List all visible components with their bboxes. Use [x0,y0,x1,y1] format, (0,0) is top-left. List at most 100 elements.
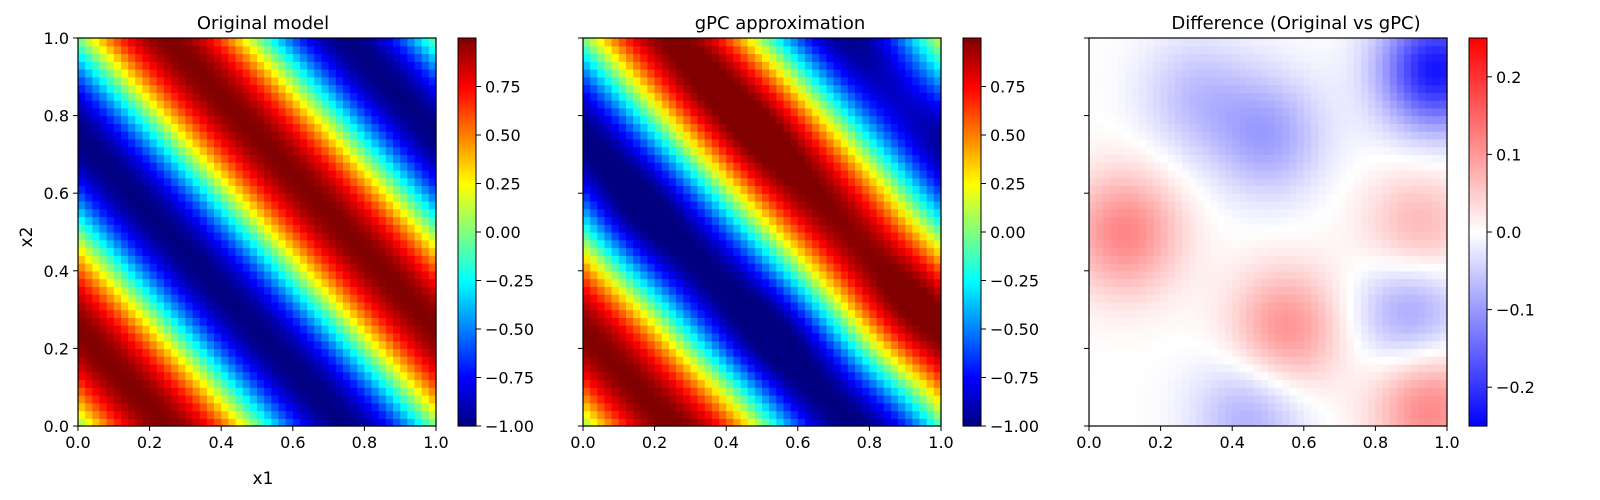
colorbar-segment [458,341,476,346]
heatmap-cell [407,224,416,233]
heatmap-cell [855,53,863,62]
heatmap-cell [142,418,151,427]
heatmap-cell [790,363,799,373]
heatmap-cell [726,278,734,287]
heatmap-cell [583,387,591,396]
heatmap-cell [228,100,237,109]
heatmap-cell [654,92,663,101]
heatmap-cell [135,84,144,93]
heatmap-cell [163,177,172,187]
heatmap-cell [335,402,344,412]
heatmap-cell [690,84,699,93]
heatmap-cell [99,185,108,194]
colorbar-segment [458,387,476,392]
heatmap-cell [668,301,677,311]
heatmap-cell [604,387,613,396]
heatmap-cell [583,325,591,334]
heatmap-cell [321,394,330,404]
heatmap-cell [314,45,323,55]
heatmap-cell [604,255,613,264]
heatmap-cell [78,107,86,117]
heatmap-cell [328,92,337,101]
heatmap-cell [185,270,194,280]
heatmap-cell [221,123,229,132]
heatmap-cell [804,232,813,241]
heatmap-cell [618,61,627,70]
heatmap-cell [719,394,727,404]
heatmap-cell [307,208,315,218]
heatmap-cell [421,394,430,404]
heatmap-cell [697,45,706,55]
heatmap-cell [633,239,641,249]
heatmap-cell [385,115,394,124]
heatmap-cell [400,200,408,210]
heatmap-cell [78,138,86,148]
heatmap-cell [400,301,408,311]
heatmap-cell [357,162,365,171]
heatmap-cell [149,169,158,179]
heatmap-cell [357,270,365,280]
heatmap-cell [654,263,663,272]
colorbar-tick-label: 0.75 [485,78,521,97]
heatmap-cell [661,84,670,93]
heatmap-cell [278,169,287,179]
heatmap-cell [357,418,365,427]
heatmap-cell [285,61,294,70]
heatmap-cell [221,371,229,381]
heatmap-cell [371,53,380,62]
heatmap-cell [321,379,330,388]
heatmap-cell [113,53,122,62]
heatmap-cell [726,138,734,148]
heatmap-cell [683,53,691,62]
heatmap-cell [106,123,115,132]
heatmap-cell [719,418,727,427]
heatmap-cell [328,410,337,419]
heatmap-cell [876,107,885,117]
heatmap-cell [178,61,186,70]
heatmap-cell [407,309,416,318]
heatmap-cell [905,239,913,249]
heatmap-cell [726,45,734,55]
colorbar-segment [458,96,476,101]
heatmap-cell [335,363,344,373]
heatmap-cell [597,379,606,388]
heatmap-cell [178,278,186,287]
heatmap-cell [776,270,785,280]
heatmap-cell [85,232,93,241]
heatmap-cell [640,286,649,295]
heatmap-cell [697,263,706,272]
heatmap-cell [625,131,634,140]
heatmap-cell [654,387,663,396]
heatmap-cell [733,232,742,241]
heatmap-cell [128,263,136,272]
heatmap-cell [385,387,394,396]
heatmap-cell [747,92,756,101]
heatmap-cell [228,263,237,272]
heatmap-cell [235,278,244,287]
heatmap-cell [185,138,194,148]
heatmap-cell [647,286,656,295]
heatmap-cell [299,76,308,86]
heatmap-cell [342,216,351,225]
heatmap-cell [421,146,430,155]
heatmap-cell [335,263,344,272]
heatmap-cell [171,270,179,280]
heatmap-cell [883,356,892,365]
heatmap-cell [156,177,165,187]
y-tick-label: 1.0 [44,29,69,48]
heatmap-cell [335,270,344,280]
heatmap-cell [804,255,813,264]
heatmap-cell [342,123,351,132]
heatmap-cell [654,402,663,412]
heatmap-cell [328,53,337,62]
heatmap-cell [855,193,863,202]
heatmap-cell [385,193,394,202]
heatmap-cell [385,270,394,280]
heatmap-cell [142,200,151,210]
heatmap-cell [647,131,656,140]
heatmap-cell [364,185,373,194]
heatmap-cell [357,371,365,381]
heatmap-cell [99,379,108,388]
heatmap-cell [135,278,144,287]
heatmap-cell [898,247,906,256]
